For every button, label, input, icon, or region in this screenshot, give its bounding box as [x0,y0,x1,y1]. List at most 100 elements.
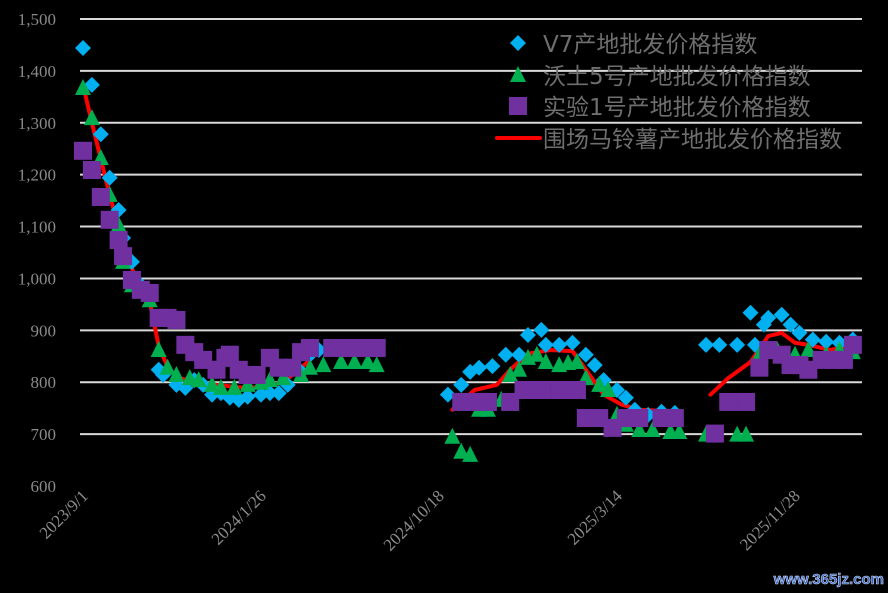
y-tick-label: 900 [31,321,57,340]
square-point [750,358,769,377]
y-tick-label: 700 [31,425,57,444]
diamond-point [497,346,514,363]
triangle-point [644,420,661,437]
triangle-point [159,358,176,375]
diamond-point [791,324,808,341]
triangle-point [190,371,207,388]
diamond-point [520,327,536,344]
triangle-point [462,445,479,462]
triangle-point [568,352,585,369]
legend-label: 围场马铃薯产地批发价格指数 [543,127,842,153]
square-point [367,338,386,357]
square-point [283,358,302,377]
square-point [630,409,649,428]
diamond-point [484,358,501,375]
diamond-point [239,388,256,405]
diamond-point [729,336,746,353]
triangle-point [537,352,554,369]
triangle-point [600,381,617,398]
square-point [834,350,853,369]
diamond-point [617,389,634,406]
square-point [109,231,128,250]
y-tick-label: 1,100 [18,218,56,237]
legend-label: 实验1号产地批发价格指数 [543,95,811,121]
triangle-point [346,352,363,369]
square-point [550,381,569,400]
triangle-point [591,375,608,392]
square-point [220,345,239,364]
diamond-point [533,321,550,338]
square-point [737,392,756,411]
diamond-point [453,376,470,393]
legend-label: 沃土5号产地批发价格指数 [543,64,811,90]
y-tick-label: 800 [31,373,57,392]
y-tick-label: 600 [31,477,57,496]
y-axis-ticks: 600 700 800 900 1,000 1,100 1,200 1,300 1,400 1,5… [18,10,56,496]
square-point [843,335,862,354]
diamond-point [439,386,456,403]
y-tick-label: 1,500 [18,10,56,29]
square-point [100,210,119,229]
diamond-point [75,40,91,57]
triangle-point [83,109,100,126]
triangle-point [275,369,292,386]
square-point [567,381,586,400]
series-line-segment [708,330,855,397]
plot-area [74,40,862,462]
square-point [665,409,684,428]
x-tick-label: 2025/11/28 [736,486,804,554]
x-axis-ticks: 2023/9/1 2024/1/26 2024/10/18 2025/3/14 2025… [36,486,804,555]
diamond-point [551,336,568,353]
diamond-point [698,336,714,353]
diamond-point [742,304,759,321]
triangle-point [671,423,688,440]
square-point [247,365,266,384]
triangle-point [444,427,461,444]
square-point [82,160,101,179]
square-point [114,247,133,266]
diamond-point [773,306,790,323]
x-tick-label: 2024/1/26 [208,486,270,548]
triangle-point [226,378,243,395]
legend-triangle-icon [510,66,526,82]
diamond-point [101,169,118,186]
diamond-point [577,346,594,363]
diamond-point [92,126,109,143]
series-2 [74,141,862,443]
diamond-point [711,336,728,353]
y-tick-label: 1,000 [18,269,56,288]
triangle-point [301,358,318,375]
legend-diamond-icon [510,35,526,51]
y-tick-label: 1,300 [18,114,56,133]
triangle-point [168,365,185,382]
diamond-point [586,357,603,374]
square-point [323,338,342,357]
y-tick-label: 1,400 [18,62,56,81]
triangle-point [502,365,519,382]
triangle-point [212,378,229,395]
legend: V7产地批发价格指数沃土5号产地批发价格指数实验1号产地批发价格指数围场马铃薯产… [495,32,842,153]
triangle-point [738,425,755,442]
x-tick-label: 2024/10/18 [380,486,448,554]
diamond-point [760,309,777,326]
x-tick-label: 2025/3/14 [564,486,627,549]
square-point [74,141,92,160]
triangle-point [359,352,376,369]
triangle-point [368,356,385,373]
square-point [91,187,110,206]
triangle-point [333,352,350,369]
y-tick-label: 1,200 [18,166,56,185]
triangle-point [204,375,221,392]
square-point [514,381,533,400]
square-point [719,392,738,411]
triangle-point [75,79,91,96]
square-point [478,392,497,411]
diamond-point [471,359,488,376]
triangle-point [800,341,817,358]
triangle-point [150,341,167,358]
diamond-point [537,336,554,353]
triangle-point [261,371,278,388]
diamond-point [564,334,581,351]
